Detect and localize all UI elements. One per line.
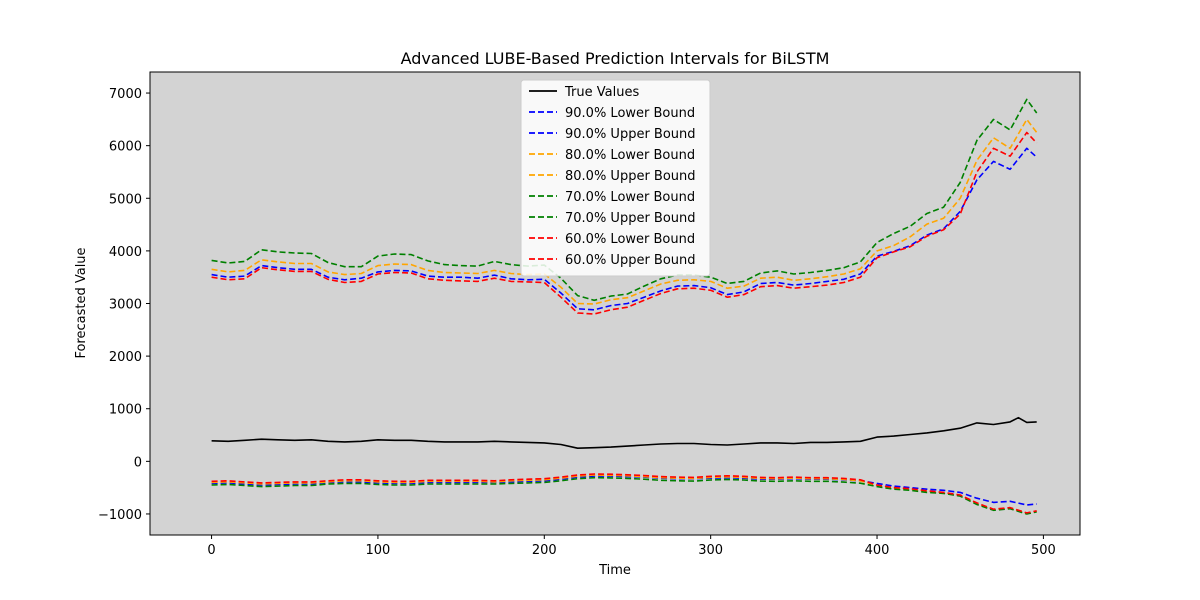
legend-label: 70.0% Lower Bound	[565, 190, 695, 205]
legend-label: 80.0% Lower Bound	[565, 148, 695, 163]
y-tick-label: 7000	[109, 87, 142, 102]
x-axis-label: Time	[598, 563, 631, 578]
legend-label: 70.0% Upper Bound	[565, 211, 696, 226]
x-tick-label: 400	[865, 543, 890, 558]
legend-label: 60.0% Lower Bound	[565, 232, 695, 247]
y-tick-label: 6000	[109, 140, 142, 155]
y-tick-label: 2000	[109, 350, 142, 365]
legend-label: 90.0% Lower Bound	[565, 106, 695, 121]
y-tick-label: 3000	[109, 298, 142, 313]
legend-label: 80.0% Upper Bound	[565, 169, 696, 184]
y-tick-label: −1000	[98, 508, 142, 523]
legend-label: True Values	[564, 85, 639, 100]
chart-title: Advanced LUBE-Based Prediction Intervals…	[401, 49, 830, 68]
y-tick-label: 4000	[109, 245, 142, 260]
y-axis-label: Forecasted Value	[74, 247, 89, 358]
series-line-6	[211, 98, 1038, 302]
x-tick-label: 200	[532, 543, 557, 558]
y-tick-label: 1000	[109, 403, 142, 418]
legend-label: 90.0% Upper Bound	[565, 127, 696, 142]
series-line-2	[211, 147, 1038, 311]
series-line-0	[211, 416, 1037, 449]
x-tick-label: 0	[207, 543, 215, 558]
series-line-8	[211, 131, 1038, 315]
legend: True Values 90.0% Lower Bound 90.0% Upper …	[520, 79, 711, 277]
series-line-4	[211, 118, 1038, 305]
x-tick-label: 300	[698, 543, 723, 558]
y-tick-label: 0	[134, 455, 142, 470]
series-line-7	[211, 473, 1037, 514]
series-line-5	[211, 476, 1037, 515]
x-tick-label: 100	[366, 543, 391, 558]
legend-label: 60.0% Upper Bound	[565, 253, 696, 268]
x-tick-label: 500	[1031, 543, 1056, 558]
y-tick-label: 5000	[109, 192, 142, 207]
legend-frame	[520, 79, 711, 277]
